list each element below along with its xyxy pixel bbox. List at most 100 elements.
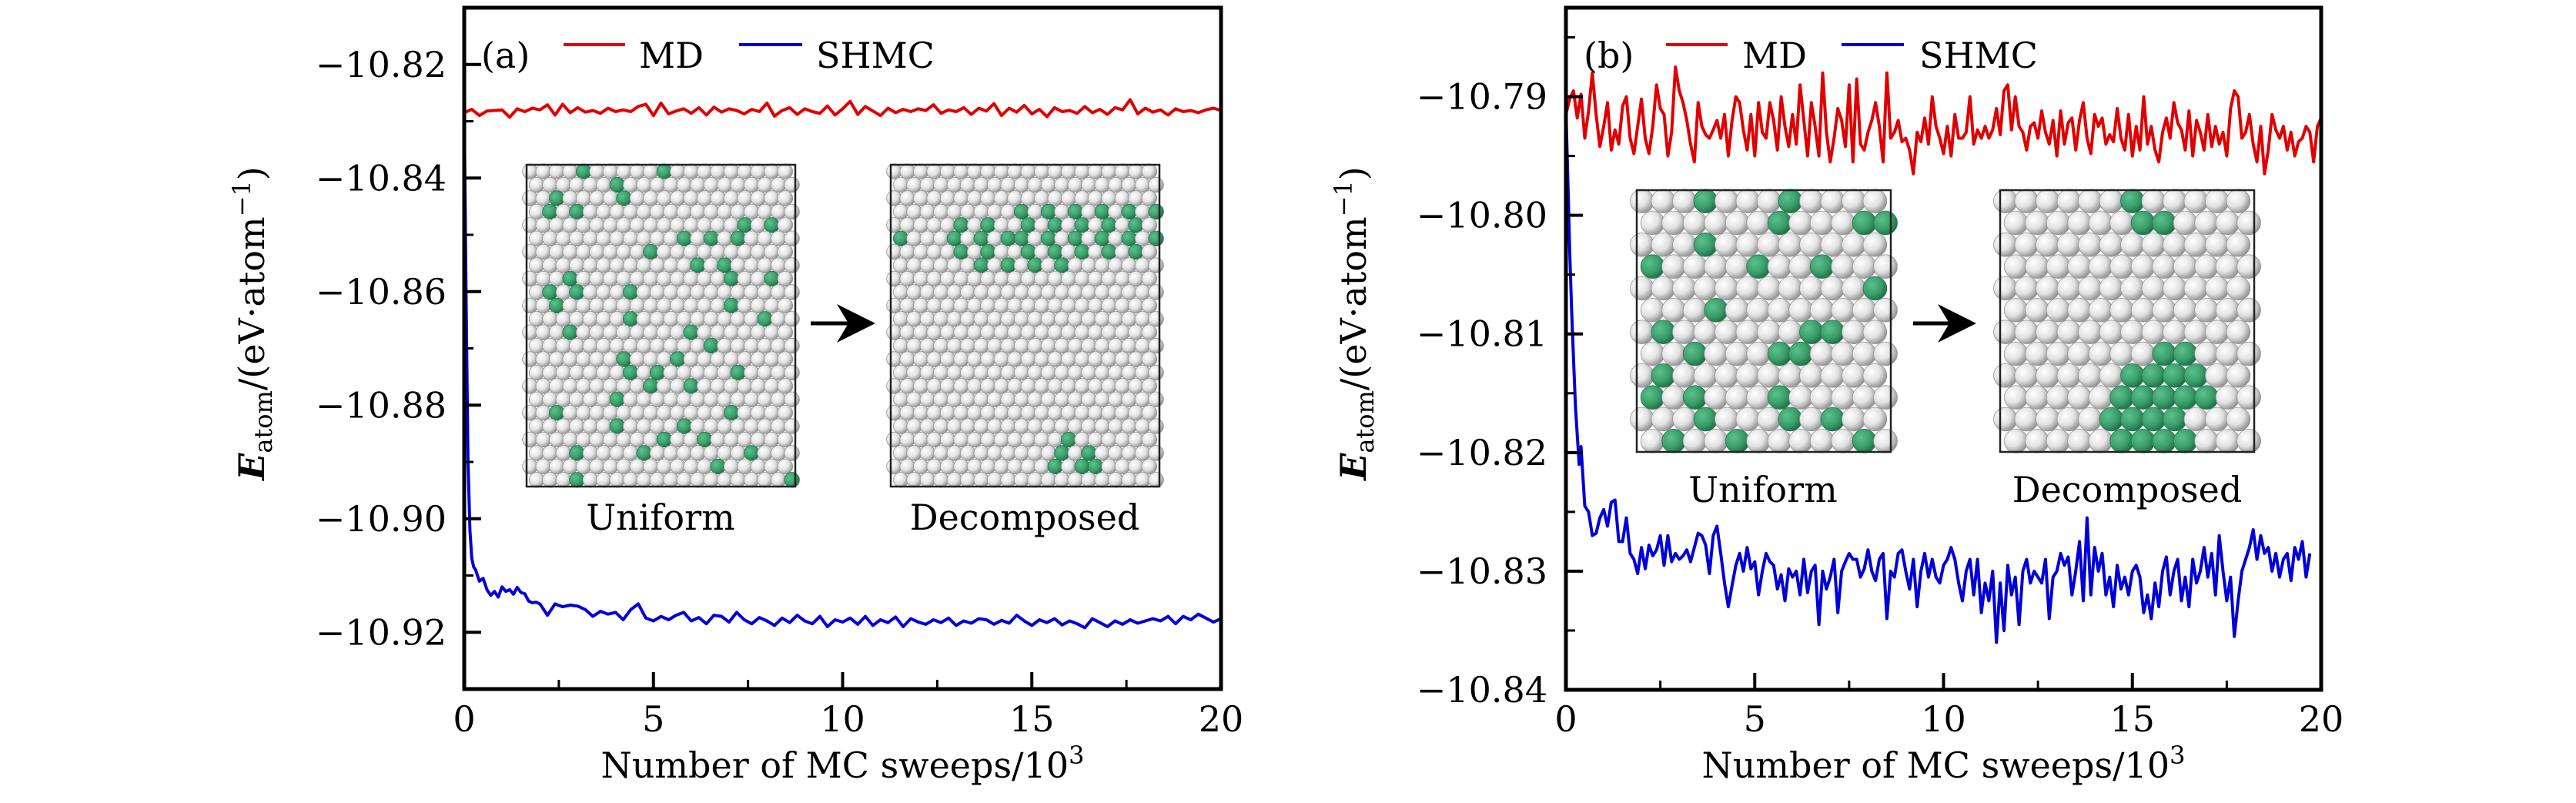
atom-white [2236,428,2261,453]
atom-white [656,244,673,260]
panel-label: (a) [481,35,530,76]
atom-white [1101,405,1117,421]
atom-white [966,431,983,448]
atom-white [771,337,787,354]
atom-white [528,472,545,488]
atom-white [676,311,693,327]
atom-white [542,418,558,434]
atom-white [1993,232,2018,257]
atom-white [946,445,963,461]
x-tick-label: 20 [2299,698,2344,740]
atom-white [730,391,747,408]
atom-white [576,458,592,475]
atom-white [562,244,578,260]
atom-white [629,324,646,340]
x-tick-label: 15 [2109,698,2155,740]
atom-white [582,391,599,408]
atom-white [1141,324,1158,340]
atom-white [892,391,909,408]
atom-white [892,337,909,354]
atom-white [710,190,726,206]
x-tick-label: 0 [1554,698,1577,740]
atom-white [953,378,969,394]
atom-white [1672,232,1697,257]
atom-white [993,351,1010,367]
atom-white [643,351,659,367]
atom-white [1993,189,2018,214]
atom-white [1148,418,1164,434]
atom-white [744,176,760,193]
atom-white [960,257,976,273]
atom-white [535,405,552,421]
atom-white [973,337,990,354]
atom-white [528,445,545,461]
atom-white [535,244,552,260]
atom-white [886,244,902,260]
atom-white [980,351,996,367]
x-tick-label: 0 [453,698,475,740]
atom-white [973,391,990,408]
atom-white [636,472,652,488]
atom-white [690,364,706,381]
atom-white [939,217,956,233]
atom-white [663,257,679,273]
atom-white [1087,405,1104,421]
atom-white [1630,320,1654,345]
atom-white [926,244,942,260]
atom-white [2109,254,2134,279]
atom-white [1862,232,1888,257]
atom-white [986,230,1003,247]
atom-white [1040,364,1057,381]
atom-white [757,257,773,273]
atom-white [703,284,720,300]
atom-white [1735,232,1761,257]
atom-white [919,418,936,434]
atom-white [723,217,740,233]
atom-white [1842,189,1866,214]
atom-white [1993,276,2018,301]
atom-white [1757,363,1781,388]
atom-white [750,163,767,179]
atom-white [1087,163,1104,179]
atom-white [629,163,646,179]
atom-green [549,297,565,314]
atom-white [933,203,949,220]
atom-white [623,230,639,247]
y-tick-label: −10.88 [316,384,447,426]
atom-white [730,257,747,273]
atom-white [589,217,605,233]
atom-white [589,324,605,340]
atom-white [771,284,787,300]
inset-frame [525,163,797,488]
atom-white [993,405,1010,421]
atom-white [1788,254,1813,279]
atom-white [1788,297,1813,323]
atom-white [2236,210,2261,236]
atom-white [1040,176,1057,193]
inset-uniform: Uniform [522,163,800,538]
atom-white [1704,385,1728,410]
atom-white [939,378,956,394]
atom-white [616,244,632,260]
atom-white [636,311,652,327]
atom-white [609,337,626,354]
atom-white [886,217,902,233]
atom-white [730,311,747,327]
atom-white [1114,324,1131,340]
atom-white [555,230,572,247]
atom-green [1013,230,1030,247]
atom-white [777,244,794,260]
atom-white [1809,210,1835,236]
atom-white [562,351,578,367]
atom-white [717,230,733,247]
y-tick-label: −10.82 [1417,432,1547,473]
atom-white [1640,341,1665,366]
atom-white [535,217,552,233]
atom-white [2056,232,2082,257]
x-axis: 0 5 10 15 20 [453,672,1243,740]
atom-white [522,378,538,394]
atom-green [616,190,632,206]
atom-white [933,257,949,273]
atom-white [649,203,666,220]
atom-white [1682,297,1708,323]
